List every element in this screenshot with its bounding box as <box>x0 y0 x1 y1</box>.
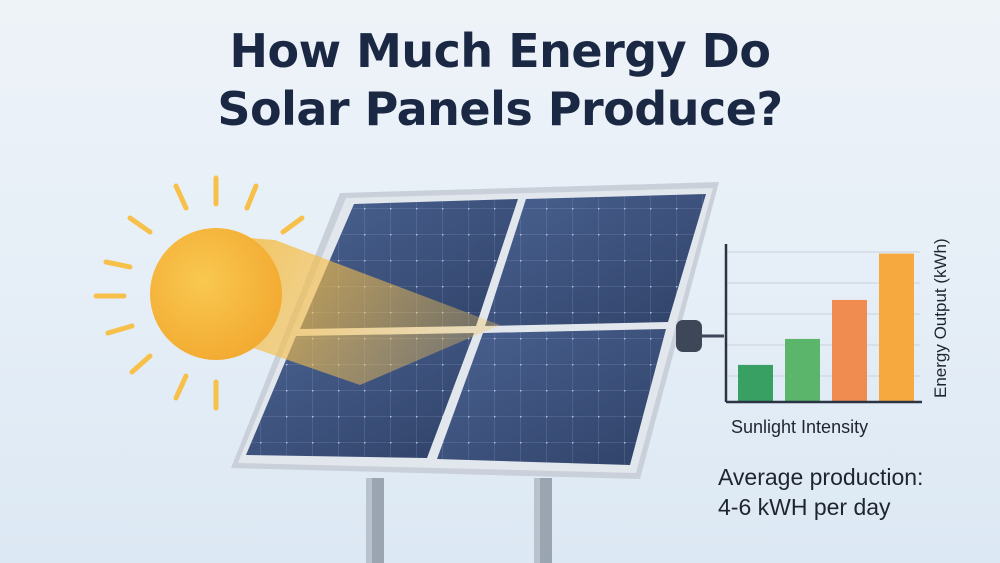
energy-chart: Sunlight Intensity Energy Output (kWh) <box>724 238 950 437</box>
caption-line-1: Average production: <box>718 464 924 490</box>
sun-icon <box>93 175 305 411</box>
chart-bar-1 <box>738 364 773 402</box>
caption-line-2: 4-6 kWH per day <box>718 494 891 520</box>
panel-cell-top-right <box>485 194 706 326</box>
title-line-2: Solar Panels Produce? <box>217 82 783 136</box>
page-title: How Much Energy Do Solar Panels Produce? <box>0 22 1000 138</box>
chart-bar-2 <box>785 338 820 402</box>
title-line-1: How Much Energy Do <box>229 24 771 78</box>
x-axis-label: Sunlight Intensity <box>731 417 868 437</box>
y-axis-label: Energy Output (kWh) <box>931 238 950 398</box>
production-caption: Average production: 4-6 kWH per day <box>718 462 988 522</box>
junction-box <box>676 320 702 352</box>
panel-stand <box>366 478 552 563</box>
chart-bar-3 <box>832 299 867 402</box>
panel-cell-bottom-right <box>437 329 666 465</box>
sunlight-beam <box>212 235 500 385</box>
chart-bar-4 <box>879 253 914 402</box>
